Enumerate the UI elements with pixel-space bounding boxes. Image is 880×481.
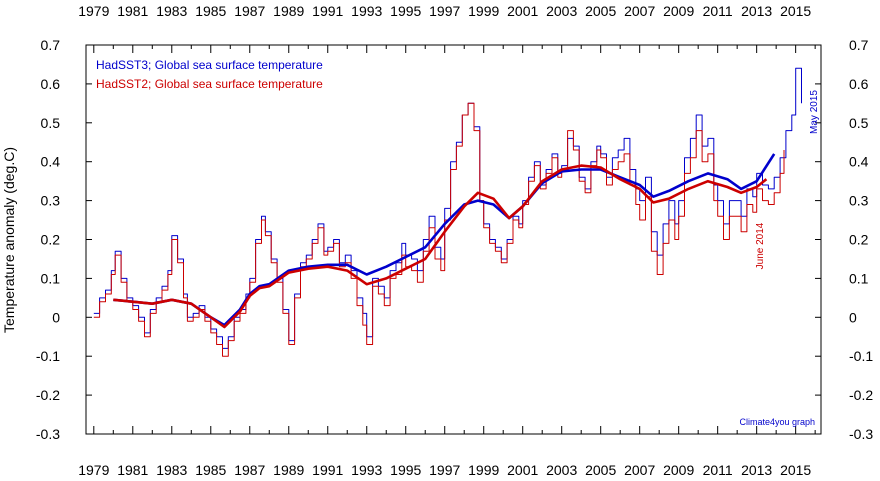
series-line-1 (93, 102, 785, 357)
x-tick-label-bottom: 1993 (351, 462, 382, 478)
x-tick-label-top: 2013 (741, 3, 772, 19)
x-tick-label-top: 2005 (585, 3, 616, 19)
x-tick-label-top: 1989 (273, 3, 304, 19)
x-tick-label-top: 2007 (624, 3, 655, 19)
y-tick-label-right: 0.4 (849, 154, 869, 170)
x-tick-label-top: 1991 (312, 3, 343, 19)
x-tick-label-bottom: 2015 (780, 462, 811, 478)
x-tick-label-bottom: 1985 (195, 462, 226, 478)
y-tick-label-left: -0.1 (36, 348, 60, 364)
x-tick-label-bottom: 2005 (585, 462, 616, 478)
y-tick-label-left: 0.2 (41, 232, 61, 248)
series-line-mean-2 (113, 153, 776, 327)
x-tick-label-bottom: 2013 (741, 462, 772, 478)
y-axis-label: Temperature anomaly (deg.C) (1, 147, 17, 333)
x-tick-label-bottom: 1979 (78, 462, 109, 478)
y-tick-label-right: 0.5 (849, 115, 869, 131)
y-tick-label-left: 0.1 (41, 270, 61, 286)
x-tick-label-top: 2011 (703, 3, 733, 19)
legend-entry-hadsst2: HadSST2; Global sea surface temperature (96, 77, 323, 91)
y-tick-label-right: 0.1 (849, 270, 869, 286)
x-tick-label-bottom: 1999 (468, 462, 499, 478)
x-tick-label-bottom: 2011 (703, 462, 733, 478)
x-tick-label-top: 1979 (78, 3, 109, 19)
x-tick-label-top: 2003 (546, 3, 577, 19)
y-tick-label-left: 0.3 (41, 193, 61, 209)
x-tick-label-bottom: 1991 (312, 462, 343, 478)
y-tick-label-right: 0 (849, 309, 857, 325)
y-tick-label-left: 0 (52, 309, 60, 325)
legend: HadSST3; Global sea surface temperature … (96, 58, 323, 91)
x-tick-label-top: 1987 (234, 3, 265, 19)
y-tick-label-right: -0.1 (849, 348, 873, 364)
x-tick-label-bottom: 2009 (663, 462, 694, 478)
x-tick-label-bottom: 1995 (390, 462, 421, 478)
x-tick-label-top: 2015 (780, 3, 811, 19)
x-tick-label-bottom: 2001 (507, 462, 538, 478)
x-tick-label-top: 1997 (429, 3, 460, 19)
y-tick-label-left: 0.5 (41, 115, 61, 131)
annotation-june-2014: June 2014 (755, 222, 766, 269)
x-tick-label-bottom: 2007 (624, 462, 655, 478)
x-tick-label-top: 2001 (507, 3, 538, 19)
x-tick-label-top: 1981 (117, 3, 148, 19)
x-tick-label-top: 1999 (468, 3, 499, 19)
y-tick-label-right: 0.2 (849, 232, 869, 248)
x-tick-label-top: 1985 (195, 3, 226, 19)
x-tick-label-top: 1993 (351, 3, 382, 19)
y-tick-label-left: 0.7 (41, 37, 61, 53)
annotation-may-2015: May 2015 (809, 90, 820, 134)
x-tick-label-bottom: 1997 (429, 462, 460, 478)
y-tick-label-left: 0.6 (41, 76, 61, 92)
y-tick-label-right: 0.6 (849, 76, 869, 92)
x-tick-label-bottom: 2003 (546, 462, 577, 478)
y-tick-label-right: 0.7 (849, 37, 869, 53)
legend-entry-hadsst3: HadSST3; Global sea surface temperature (96, 58, 323, 72)
y-tick-label-left: 0.4 (41, 154, 61, 170)
y-tick-label-left: -0.3 (36, 426, 60, 442)
x-tick-label-bottom: 1987 (234, 462, 265, 478)
y-tick-label-right: -0.3 (849, 426, 873, 442)
x-tick-label-bottom: 1989 (273, 462, 304, 478)
series-line-mean-3 (113, 164, 768, 329)
series-line-0 (93, 67, 802, 349)
x-tick-label-top: 2009 (663, 3, 694, 19)
x-tick-label-top: 1983 (156, 3, 187, 19)
x-tick-label-bottom: 1983 (156, 462, 187, 478)
y-tick-label-left: -0.2 (36, 387, 60, 403)
series-layer (93, 67, 802, 357)
y-tick-label-right: -0.2 (849, 387, 873, 403)
axis-ticks: -0.3 -0.3 -0.2 -0.2 -0.1 -0.1 0 0 0.1 0.1 0.2 0.2 0.… (36, 3, 873, 478)
x-tick-label-top: 1995 (390, 3, 421, 19)
y-tick-label-right: 0.3 (849, 193, 869, 209)
x-tick-label-bottom: 1981 (117, 462, 148, 478)
credit-annotation: Climate4you graph (739, 417, 815, 427)
